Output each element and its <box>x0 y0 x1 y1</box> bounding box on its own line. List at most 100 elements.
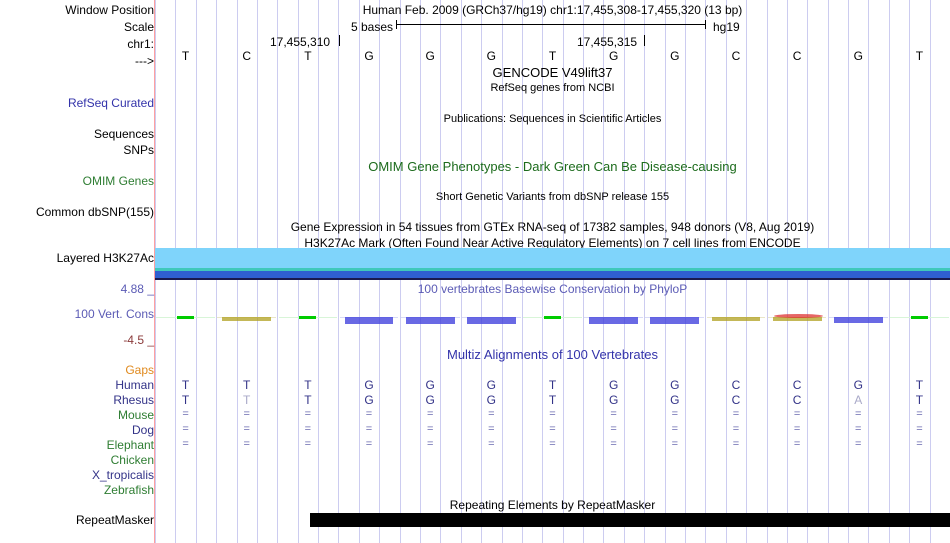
label-sequences[interactable]: Sequences <box>93 127 154 141</box>
multiz-base-rhesus: T <box>181 393 190 407</box>
h3k-band-dark <box>155 278 950 280</box>
multiz-align-mark: = <box>671 423 678 435</box>
species-label-elephant[interactable]: Elephant <box>106 438 154 452</box>
h3k-band-teal <box>155 268 950 271</box>
label-refseq-curated[interactable]: RefSeq Curated <box>67 96 154 110</box>
multiz-align-mark: = <box>365 408 373 420</box>
ruler-base: C <box>242 49 252 63</box>
h3k27ac-signal-track[interactable] <box>155 248 950 280</box>
multiz-align-mark: = <box>243 423 250 435</box>
multiz-base-rhesus: G <box>670 393 680 407</box>
multiz-base-rhesus: G <box>486 393 496 407</box>
label-snps[interactable]: SNPs <box>123 143 154 157</box>
conservation-bar <box>299 316 317 319</box>
conservation-bar <box>711 317 761 321</box>
track-data-pane[interactable]: Human Feb. 2009 (GRCh37/hg19) chr1:17,45… <box>155 0 950 543</box>
multiz-align-mark: = <box>671 438 678 450</box>
h3k27ac-caption: H3K27Ac Mark (Often Found Near Active Re… <box>304 236 801 250</box>
multiz-align-mark: = <box>916 423 923 435</box>
multiz-base-rhesus: G <box>364 393 374 407</box>
multiz-align-mark: = <box>916 438 923 450</box>
conservation-bar <box>543 316 562 319</box>
multiz-align-mark: = <box>549 408 556 420</box>
conservation-bar <box>177 316 195 319</box>
conservation-bar-highlight <box>773 314 823 318</box>
multiz-alignment-track[interactable]: T T T G G G T G G C C G T T T T G G G T G G C C A T = = = = = = = = = = = = = =… <box>155 360 950 495</box>
multiz-align-mark: = <box>671 408 678 420</box>
ruler-base: G <box>364 49 374 63</box>
label-omim-genes[interactable]: OMIM Genes <box>82 174 154 188</box>
multiz-align-mark: = <box>610 408 617 420</box>
ruler-base: T <box>181 49 190 63</box>
cons-axis-min: -4.5 _ <box>123 333 154 347</box>
conservation-track[interactable] <box>155 300 950 338</box>
multiz-align-mark: = <box>488 423 495 435</box>
multiz-align-mark: = <box>243 408 250 420</box>
scale-units-label: 5 bases <box>351 20 394 34</box>
coord-tick-right <box>644 35 645 46</box>
species-label-zebrafish[interactable]: Zebrafish <box>103 483 154 497</box>
multiz-align-mark: = <box>732 423 740 435</box>
multiz-align-mark: = <box>243 438 250 450</box>
multiz-base-human: G <box>608 378 619 392</box>
multiz-base-human: G <box>364 378 374 392</box>
gencode-caption: GENCODE V49lift37 <box>492 65 613 80</box>
label-window-position: Window Position <box>65 3 154 17</box>
species-label-chicken[interactable]: Chicken <box>110 453 154 467</box>
coord-label-left: 17,455,310 <box>270 35 331 49</box>
multiz-base-human: T <box>243 378 251 392</box>
label-repeatmasker[interactable]: RepeatMasker <box>75 513 154 527</box>
multiz-align-mark: = <box>488 438 495 450</box>
multiz-base-rhesus: T <box>243 393 251 407</box>
ruler-base: G <box>853 49 863 63</box>
label-gaps[interactable]: Gaps <box>125 363 154 377</box>
label-chrom: chr1: <box>127 37 154 51</box>
conservation-bar <box>405 317 455 324</box>
conservation-bar <box>466 317 516 324</box>
multiz-align-mark: = <box>610 438 617 450</box>
conservation-bar <box>589 317 639 324</box>
multiz-base-human: G <box>853 378 863 392</box>
multiz-base-rhesus: C <box>731 393 741 407</box>
ruler-base: C <box>731 49 741 63</box>
track-label-sidebar[interactable]: Window Position Scale chr1: ---> RefSeq … <box>0 0 154 543</box>
dbsnp-caption: Short Genetic Variants from dbSNP releas… <box>435 191 670 203</box>
multiz-base-human: C <box>792 378 802 392</box>
multiz-align-mark: = <box>426 423 434 435</box>
pane-divider <box>154 0 155 543</box>
ruler-base: T <box>548 49 557 63</box>
species-label-human[interactable]: Human <box>115 378 154 392</box>
multiz-align-mark: = <box>793 408 801 420</box>
label-100-vert-cons[interactable]: 100 Vert. Cons <box>74 307 154 321</box>
repeatmasker-caption: Repeating Elements by RepeatMasker <box>449 498 656 512</box>
species-label-dog[interactable]: Dog <box>131 423 154 437</box>
species-label-rhesus[interactable]: Rhesus <box>113 393 154 407</box>
ruler-base: G <box>608 49 619 63</box>
multiz-align-mark: = <box>182 408 189 420</box>
coord-tick-left <box>339 35 340 46</box>
multiz-base-human: C <box>731 378 741 392</box>
repeatmasker-bar[interactable] <box>310 513 950 527</box>
conservation-caption: 100 vertebrates Basewise Conservation by… <box>417 282 688 296</box>
species-label-x_tropicalis[interactable]: X_tropicalis <box>91 468 154 482</box>
ruler-base: G <box>670 49 680 63</box>
multiz-base-rhesus: T <box>915 393 924 407</box>
multiz-base-rhesus: G <box>425 393 435 407</box>
multiz-base-rhesus: C <box>792 393 802 407</box>
multiz-align-mark: = <box>732 408 740 420</box>
multiz-align-mark: = <box>916 408 923 420</box>
multiz-base-rhesus: G <box>608 393 619 407</box>
multiz-caption: Multiz Alignments of 100 Vertebrates <box>446 347 658 362</box>
multiz-base-human: T <box>304 378 312 392</box>
ruler-base: G <box>486 49 496 63</box>
label-layered-h3k27ac[interactable]: Layered H3K27Ac <box>56 251 154 265</box>
conservation-bar <box>910 316 928 319</box>
multiz-base-human: T <box>915 378 924 392</box>
gtex-caption: Gene Expression in 54 tissues from GTEx … <box>290 220 815 234</box>
label-common-dbsnp[interactable]: Common dbSNP(155) <box>35 205 154 219</box>
omim-caption: OMIM Gene Phenotypes - Dark Green Can Be… <box>368 159 737 174</box>
multiz-align-mark: = <box>426 438 434 450</box>
multiz-base-rhesus: A <box>854 393 863 407</box>
species-label-mouse[interactable]: Mouse <box>117 408 154 422</box>
